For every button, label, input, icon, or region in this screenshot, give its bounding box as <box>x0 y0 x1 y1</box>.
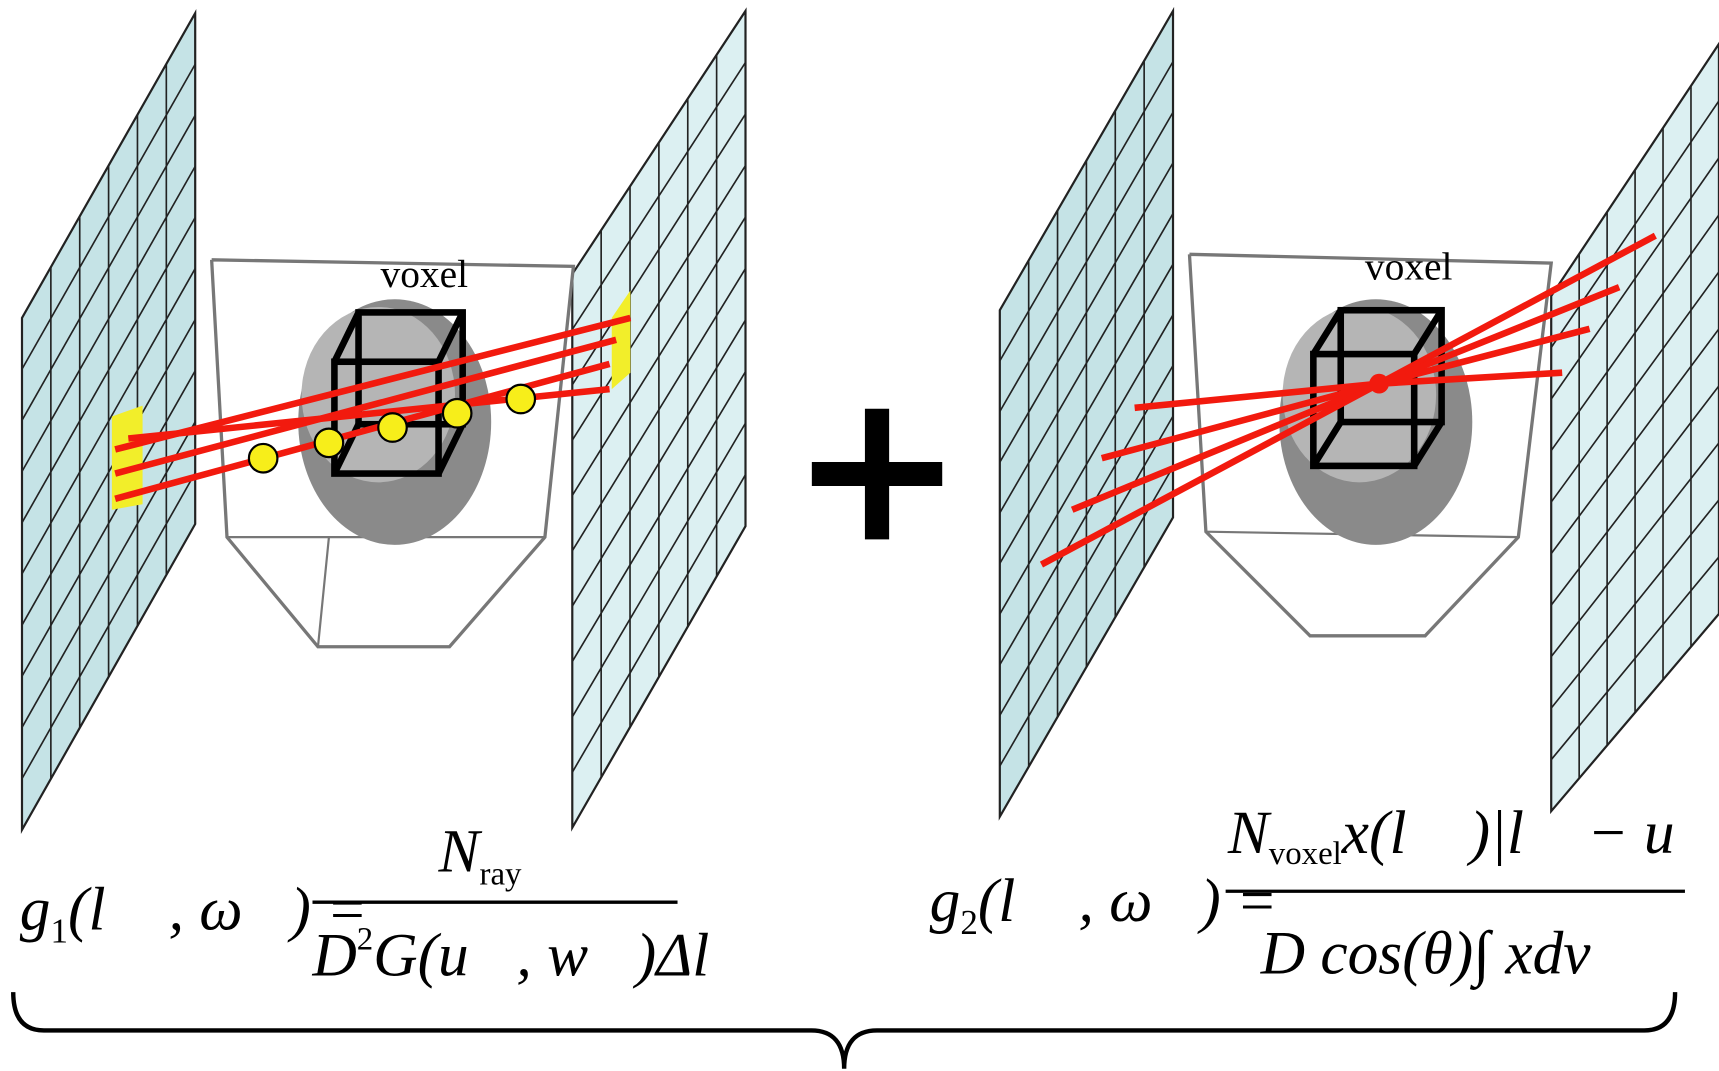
voxel-center <box>1369 374 1389 394</box>
subscript: ray <box>479 857 522 893</box>
plus: + <box>790 347 965 589</box>
numerator: Nvoxelx(l⃗ )|l⃗ − u⃗|2 <box>1227 796 1719 871</box>
voxel-label: voxel <box>1365 245 1453 289</box>
symbol: g <box>20 876 51 944</box>
rest: G(u⃗, w⃗)Δl <box>373 922 709 990</box>
denominator: D cos(θ)∫ xdv <box>1260 919 1592 990</box>
denominator: D2G(u⃗, w⃗)Δl <box>311 921 709 989</box>
diagram: voxel + voxel g1(l⃗ , ω⃗) = Nray D2G(u⃗,… <box>0 0 1719 1071</box>
voxel-label: voxel <box>380 252 468 296</box>
formula-g2: g2(l⃗ , ω⃗) = Nvoxelx(l⃗ )|l⃗ − u⃗|2 D c… <box>930 796 1719 990</box>
subscript: 1 <box>50 912 68 951</box>
formula-lhs: g2(l⃗ , ω⃗) = <box>930 867 1278 942</box>
brace <box>13 992 1675 1069</box>
symbol: N <box>1227 799 1272 867</box>
subscript: 2 <box>960 903 978 942</box>
rest: x(l⃗ )|l⃗ − u⃗| <box>1341 799 1719 867</box>
args: (l⃗ , ω⃗) = <box>978 867 1278 935</box>
subscript: voxel <box>1269 836 1342 872</box>
symbol: D <box>311 922 356 990</box>
symbol: N <box>438 817 483 885</box>
formula-g1: g1(l⃗ , ω⃗) = Nray D2G(u⃗, w⃗)Δl <box>20 817 710 989</box>
superscript: 2 <box>357 921 373 957</box>
symbol: g <box>930 867 961 935</box>
numerator: Nray <box>438 817 522 892</box>
